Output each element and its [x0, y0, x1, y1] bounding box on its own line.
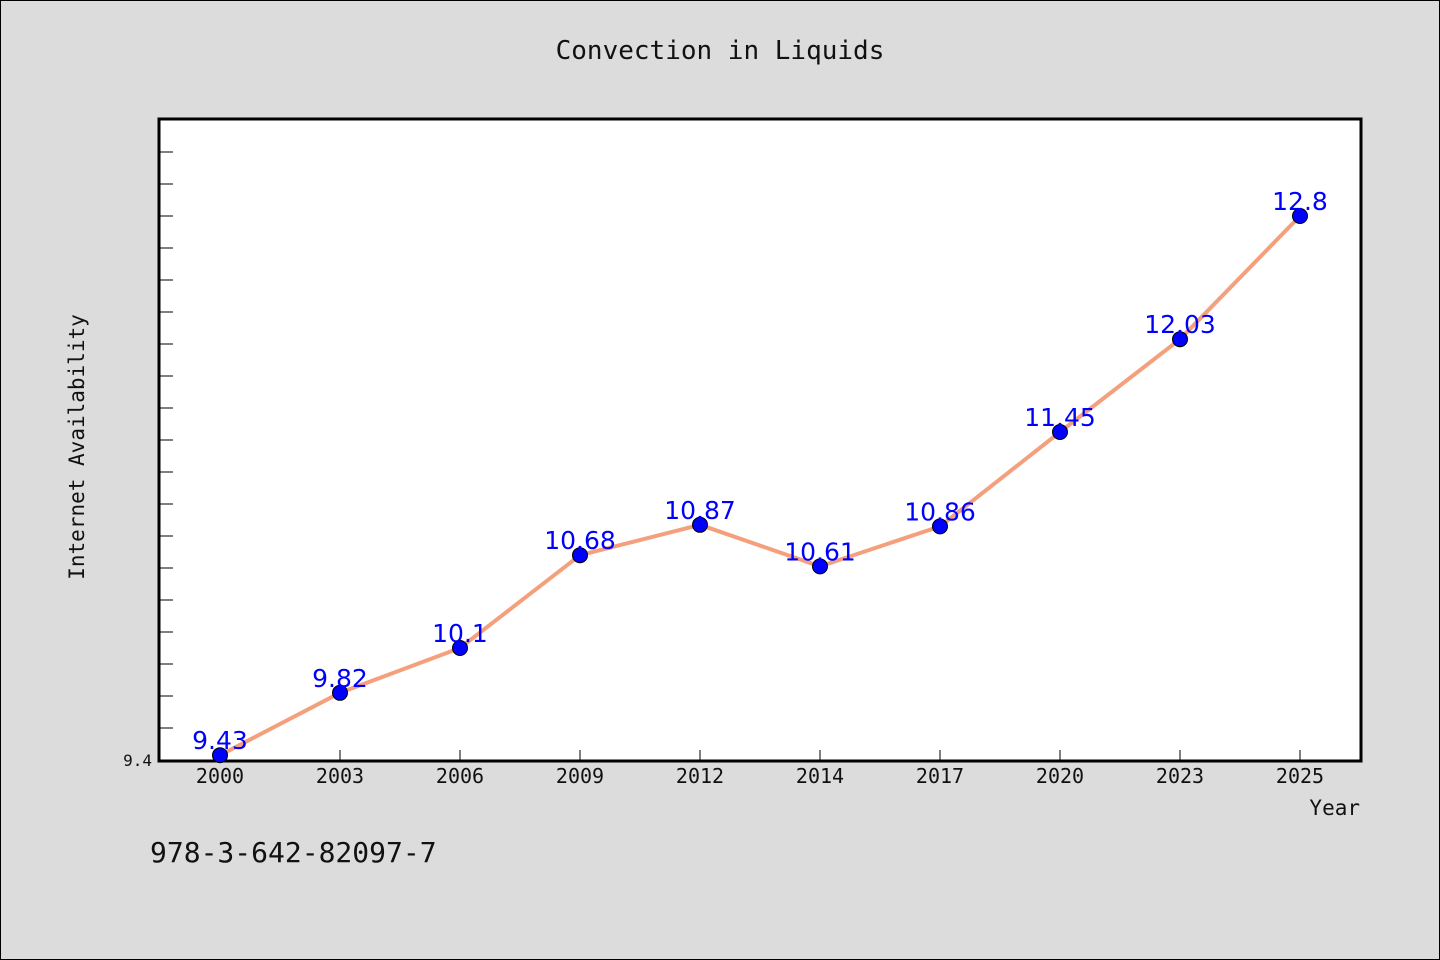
- y-tick-label: 9.4: [123, 751, 152, 770]
- data-label: 10.1: [432, 619, 488, 648]
- chart-title: Convection in Liquids: [555, 36, 885, 66]
- data-label: 12.03: [1144, 310, 1216, 339]
- series-group: [212, 208, 1308, 764]
- x-tick-label: 2000: [196, 764, 244, 788]
- data-point: [572, 547, 588, 564]
- data-point: [452, 640, 468, 656]
- x-tick-label: 2025: [1276, 764, 1324, 788]
- x-tick-label: 2017: [916, 764, 964, 788]
- data-label: 12.8: [1272, 187, 1328, 216]
- data-point: [692, 516, 708, 533]
- data-point: [212, 747, 228, 764]
- x-tick-label: 2014: [796, 764, 844, 788]
- x-tick-label: 2006: [436, 764, 484, 788]
- isbn-text: 978-3-642-82097-7: [150, 836, 437, 869]
- data-label: 10.61: [784, 537, 856, 566]
- data-point: [1052, 424, 1068, 440]
- series-line: [219, 214, 1302, 757]
- data-point: [1292, 208, 1308, 224]
- data-label: 10.86: [904, 497, 976, 526]
- data-label: 9.82: [312, 664, 368, 693]
- x-tick-label: 2020: [1036, 764, 1084, 788]
- data-point: [932, 518, 948, 535]
- data-label: 10.68: [544, 526, 616, 555]
- plot-area: [157, 117, 1363, 763]
- x-tick-label: 2023: [1156, 764, 1204, 788]
- y-axis-ticks: 9.4: [123, 151, 173, 770]
- data-label: 11.45: [1024, 403, 1096, 432]
- x-tick-label: 2009: [556, 764, 604, 788]
- data-labels: 9.43 9.82 10.1 10.68 10.87 10.61 10.86 11.45 12.…: [192, 187, 1328, 755]
- data-label: 10.87: [664, 496, 736, 525]
- x-tick-label: 2012: [676, 764, 724, 788]
- x-axis-label: Year: [1309, 796, 1360, 820]
- data-point: [332, 684, 348, 701]
- data-label: 9.43: [192, 726, 248, 755]
- data-point: [812, 558, 828, 575]
- x-axis-ticks: 2000 2003 2006 2009 2012 2014 2017 2020 2023 2025: [196, 750, 1324, 788]
- x-tick-label: 2003: [316, 764, 364, 788]
- data-point: [1172, 331, 1188, 348]
